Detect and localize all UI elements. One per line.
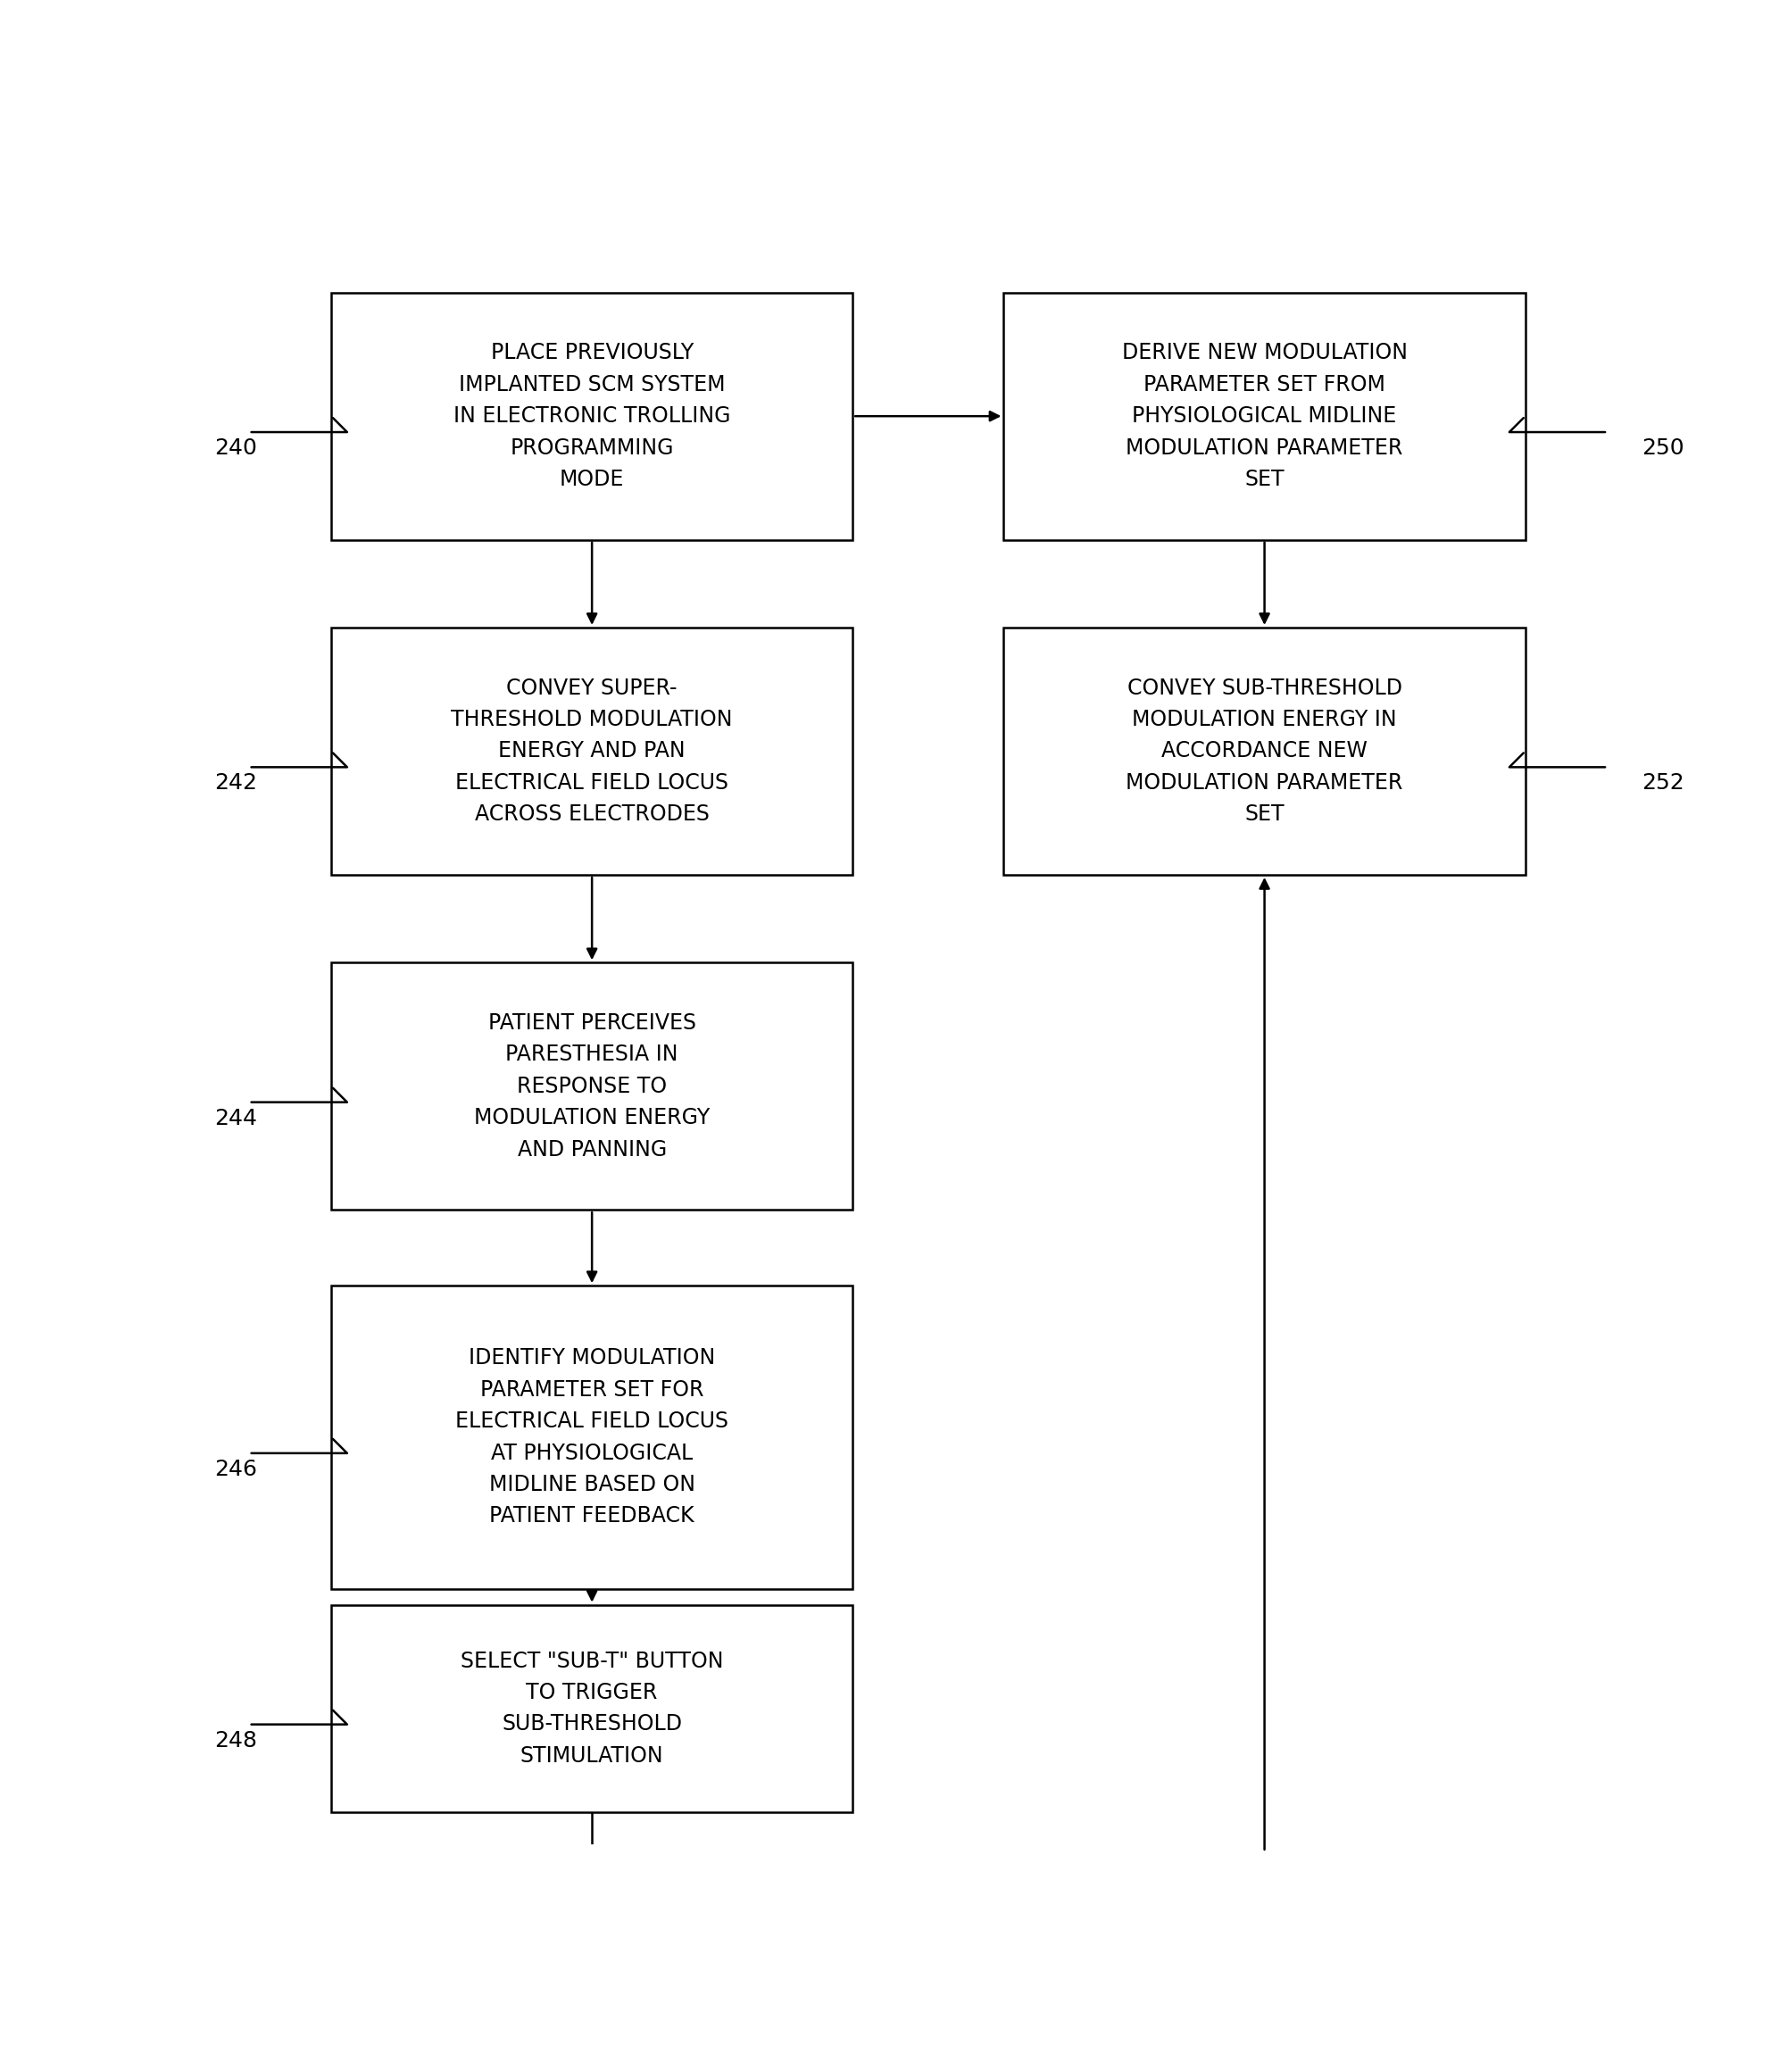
Bar: [331, 1604, 854, 1813]
Text: 250: 250: [1642, 437, 1684, 458]
Bar: [1004, 628, 1525, 874]
Bar: [331, 628, 854, 874]
Text: 252: 252: [1642, 773, 1684, 794]
Text: PATIENT PERCEIVES
PARESTHESIA IN
RESPONSE TO
MODULATION ENERGY
AND PANNING: PATIENT PERCEIVES PARESTHESIA IN RESPONS…: [475, 1013, 710, 1160]
Text: 240: 240: [214, 437, 257, 458]
Bar: [331, 963, 854, 1210]
Text: 246: 246: [214, 1459, 257, 1479]
Text: 242: 242: [214, 773, 257, 794]
Text: DERIVE NEW MODULATION
PARAMETER SET FROM
PHYSIOLOGICAL MIDLINE
MODULATION PARAME: DERIVE NEW MODULATION PARAMETER SET FROM…: [1121, 342, 1408, 491]
Text: 244: 244: [214, 1106, 257, 1129]
Text: CONVEY SUB-THRESHOLD
MODULATION ENERGY IN
ACCORDANCE NEW
MODULATION PARAMETER
SE: CONVEY SUB-THRESHOLD MODULATION ENERGY I…: [1126, 678, 1403, 825]
Bar: [1004, 292, 1525, 541]
Text: IDENTIFY MODULATION
PARAMETER SET FOR
ELECTRICAL FIELD LOCUS
AT PHYSIOLOGICAL
MI: IDENTIFY MODULATION PARAMETER SET FOR EL…: [455, 1347, 728, 1527]
Text: 248: 248: [214, 1730, 257, 1751]
Text: SELECT "SUB-T" BUTTON
TO TRIGGER
SUB-THRESHOLD
STIMULATION: SELECT "SUB-T" BUTTON TO TRIGGER SUB-THR…: [460, 1651, 723, 1767]
Bar: [331, 1285, 854, 1589]
Text: CONVEY SUPER-
THRESHOLD MODULATION
ENERGY AND PAN
ELECTRICAL FIELD LOCUS
ACROSS : CONVEY SUPER- THRESHOLD MODULATION ENERG…: [452, 678, 733, 825]
Text: PLACE PREVIOUSLY
IMPLANTED SCM SYSTEM
IN ELECTRONIC TROLLING
PROGRAMMING
MODE: PLACE PREVIOUSLY IMPLANTED SCM SYSTEM IN…: [453, 342, 731, 491]
Bar: [331, 292, 854, 541]
